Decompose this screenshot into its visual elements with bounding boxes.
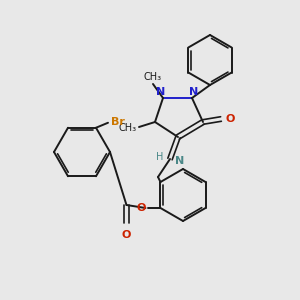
- Text: H: H: [156, 152, 164, 162]
- Text: CH₃: CH₃: [144, 72, 162, 82]
- Text: O: O: [136, 203, 146, 213]
- Text: O: O: [225, 114, 234, 124]
- Text: N: N: [175, 156, 184, 166]
- Text: O: O: [122, 230, 131, 240]
- Text: N: N: [189, 87, 199, 97]
- Text: CH₃: CH₃: [119, 123, 137, 133]
- Text: N: N: [156, 87, 166, 97]
- Text: Br: Br: [111, 117, 125, 127]
